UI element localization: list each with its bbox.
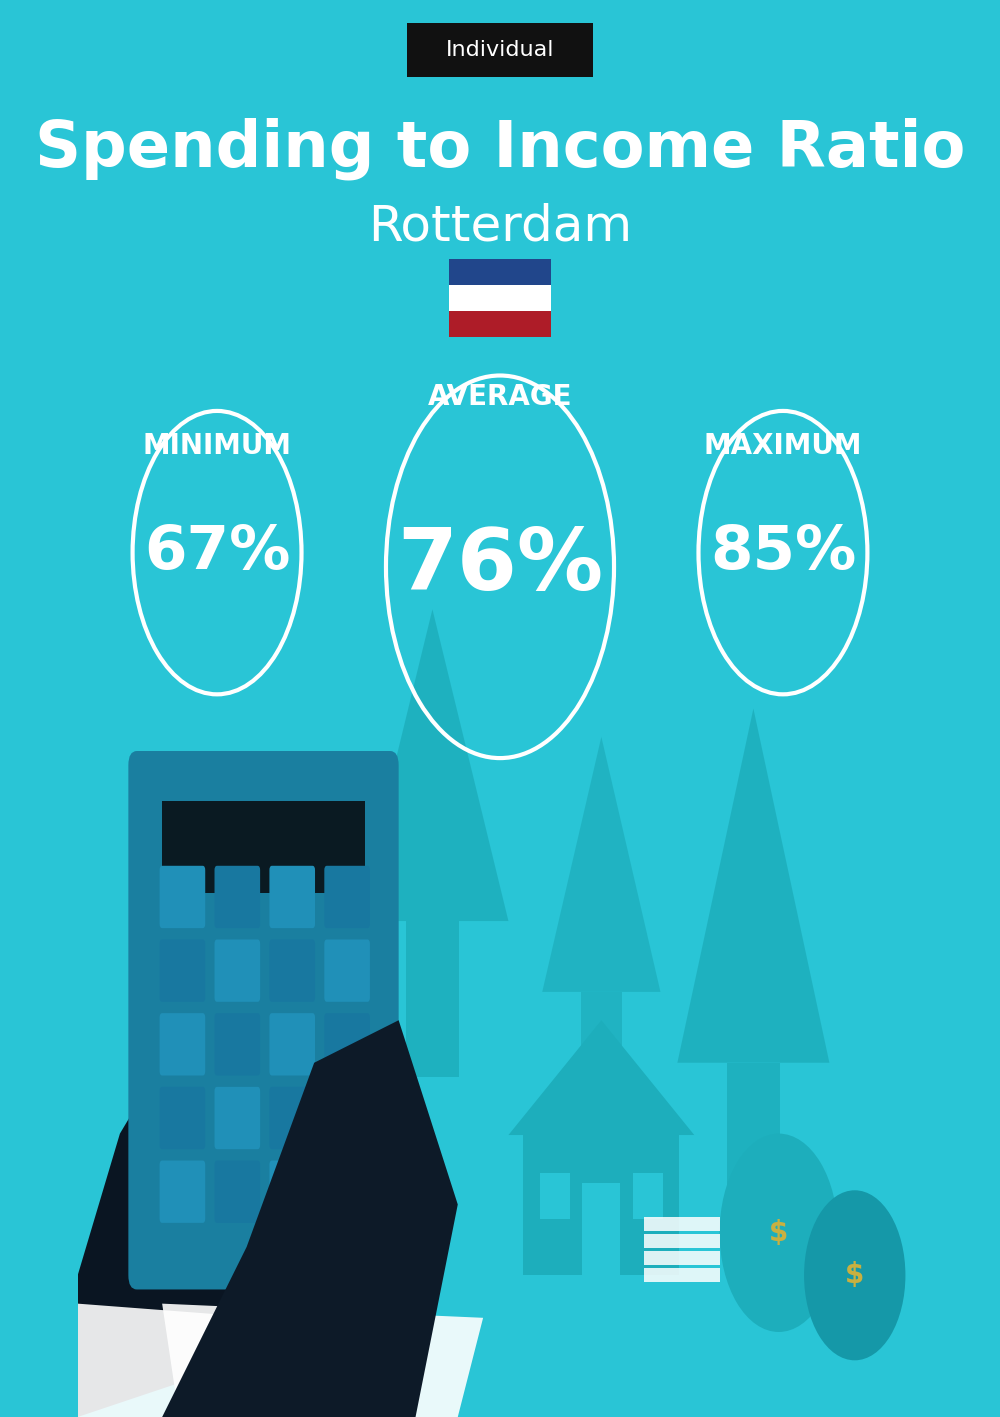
Text: $: $	[845, 1261, 864, 1289]
FancyBboxPatch shape	[160, 939, 205, 1002]
FancyBboxPatch shape	[324, 1013, 370, 1076]
FancyBboxPatch shape	[215, 1013, 260, 1076]
Text: Individual: Individual	[446, 40, 554, 60]
Bar	[449, 310, 551, 337]
FancyBboxPatch shape	[407, 23, 593, 77]
Polygon shape	[78, 992, 331, 1417]
Text: $: $	[769, 1219, 788, 1247]
Text: Spending to Income Ratio: Spending to Income Ratio	[35, 118, 965, 180]
Bar	[449, 259, 551, 285]
FancyBboxPatch shape	[215, 1087, 260, 1149]
FancyBboxPatch shape	[160, 866, 205, 928]
FancyBboxPatch shape	[160, 1087, 205, 1149]
FancyBboxPatch shape	[269, 939, 315, 1002]
Circle shape	[804, 1190, 905, 1360]
Bar	[162, 801, 365, 893]
FancyBboxPatch shape	[324, 939, 370, 1002]
FancyBboxPatch shape	[269, 866, 315, 928]
Bar	[449, 285, 551, 310]
Text: 76%: 76%	[397, 526, 603, 608]
FancyBboxPatch shape	[324, 866, 370, 928]
FancyBboxPatch shape	[160, 1161, 205, 1223]
Bar	[727, 1063, 780, 1240]
Polygon shape	[356, 609, 508, 921]
Bar	[523, 1135, 679, 1275]
Bar	[644, 1251, 720, 1265]
Circle shape	[720, 1134, 838, 1332]
Polygon shape	[542, 737, 660, 992]
Polygon shape	[162, 1304, 483, 1417]
FancyBboxPatch shape	[215, 866, 260, 928]
Bar	[644, 1268, 720, 1282]
Text: Rotterdam: Rotterdam	[368, 203, 632, 251]
FancyBboxPatch shape	[128, 751, 399, 1289]
Bar	[633, 1173, 663, 1219]
FancyBboxPatch shape	[215, 1161, 260, 1223]
Bar	[406, 921, 459, 1077]
Polygon shape	[677, 708, 829, 1063]
FancyBboxPatch shape	[324, 1087, 370, 1149]
Text: 67%: 67%	[144, 523, 290, 582]
Polygon shape	[162, 1020, 458, 1417]
FancyBboxPatch shape	[269, 1161, 315, 1223]
Bar	[582, 1183, 620, 1275]
Bar	[540, 1173, 570, 1219]
Bar	[644, 1234, 720, 1248]
FancyBboxPatch shape	[269, 1013, 315, 1076]
FancyBboxPatch shape	[160, 1013, 205, 1076]
Text: AVERAGE: AVERAGE	[428, 383, 572, 411]
Text: 85%: 85%	[710, 523, 856, 582]
FancyBboxPatch shape	[324, 1161, 370, 1223]
Polygon shape	[508, 1020, 694, 1135]
Bar	[644, 1217, 720, 1231]
Text: MINIMUM: MINIMUM	[143, 432, 292, 461]
Text: MAXIMUM: MAXIMUM	[704, 432, 862, 461]
Polygon shape	[61, 1304, 264, 1417]
FancyBboxPatch shape	[215, 939, 260, 1002]
FancyBboxPatch shape	[269, 1087, 315, 1149]
Bar	[581, 992, 622, 1119]
